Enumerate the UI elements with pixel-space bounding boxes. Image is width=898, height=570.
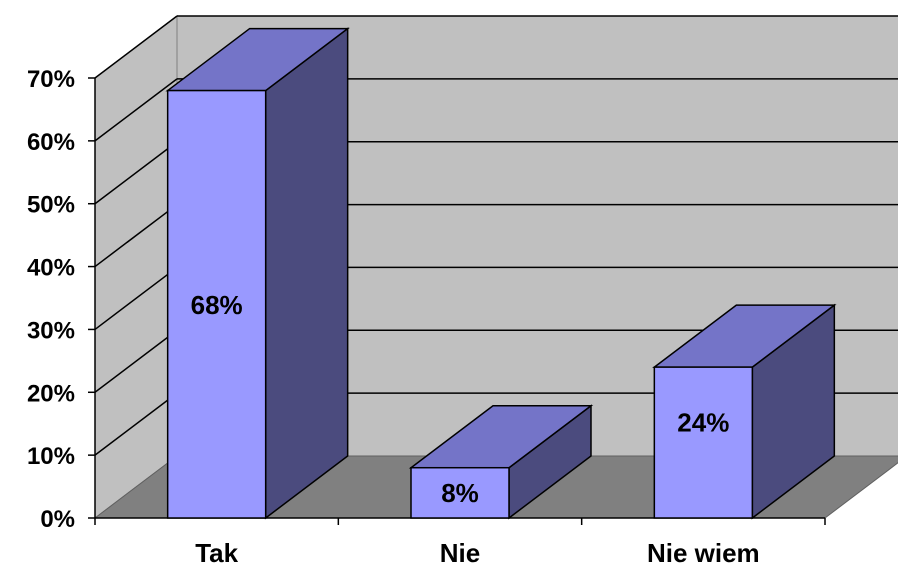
y-tick-label: 0%: [40, 506, 75, 533]
y-tick-label: 70%: [27, 66, 75, 93]
data-label: 68%: [191, 290, 243, 320]
data-label: 24%: [677, 408, 729, 438]
data-label: 8%: [441, 478, 479, 508]
bar-front-face: [410, 466, 510, 519]
y-tick-label: 60%: [27, 129, 75, 156]
bars: [165, 27, 837, 520]
bar-tak: [165, 27, 350, 520]
category-label: Nie wiem: [647, 538, 760, 568]
side-wall: [94, 14, 178, 520]
y-tick-label: 20%: [27, 380, 75, 407]
category-label: Tak: [195, 538, 238, 568]
gridline-side-7: [94, 15, 178, 79]
gridline-side-2: [94, 329, 178, 393]
y-tick-label: 40%: [27, 255, 75, 282]
category-label: Nie: [440, 538, 480, 568]
gridline-side-3: [94, 266, 178, 331]
y-tick-label: 30%: [27, 317, 75, 344]
labels: 0% 10% 20% 30% 40% 50% 60% 70% 68% Tak 8% Nie 24% Nie…: [27, 66, 760, 568]
y-tick-label: 10%: [27, 443, 75, 470]
gridline-side-5: [94, 141, 178, 205]
y-tick-label: 50%: [27, 192, 75, 219]
bar-front-face: [166, 89, 267, 519]
gridline-side-4: [94, 203, 178, 268]
gridline-side-1: [94, 392, 178, 456]
bar-side-face: [264, 27, 349, 520]
bar-front-face: [653, 366, 754, 519]
gridline-side-6: [94, 78, 178, 142]
bar-nie: [408, 404, 594, 520]
bar-nie-wiem: [652, 303, 837, 520]
